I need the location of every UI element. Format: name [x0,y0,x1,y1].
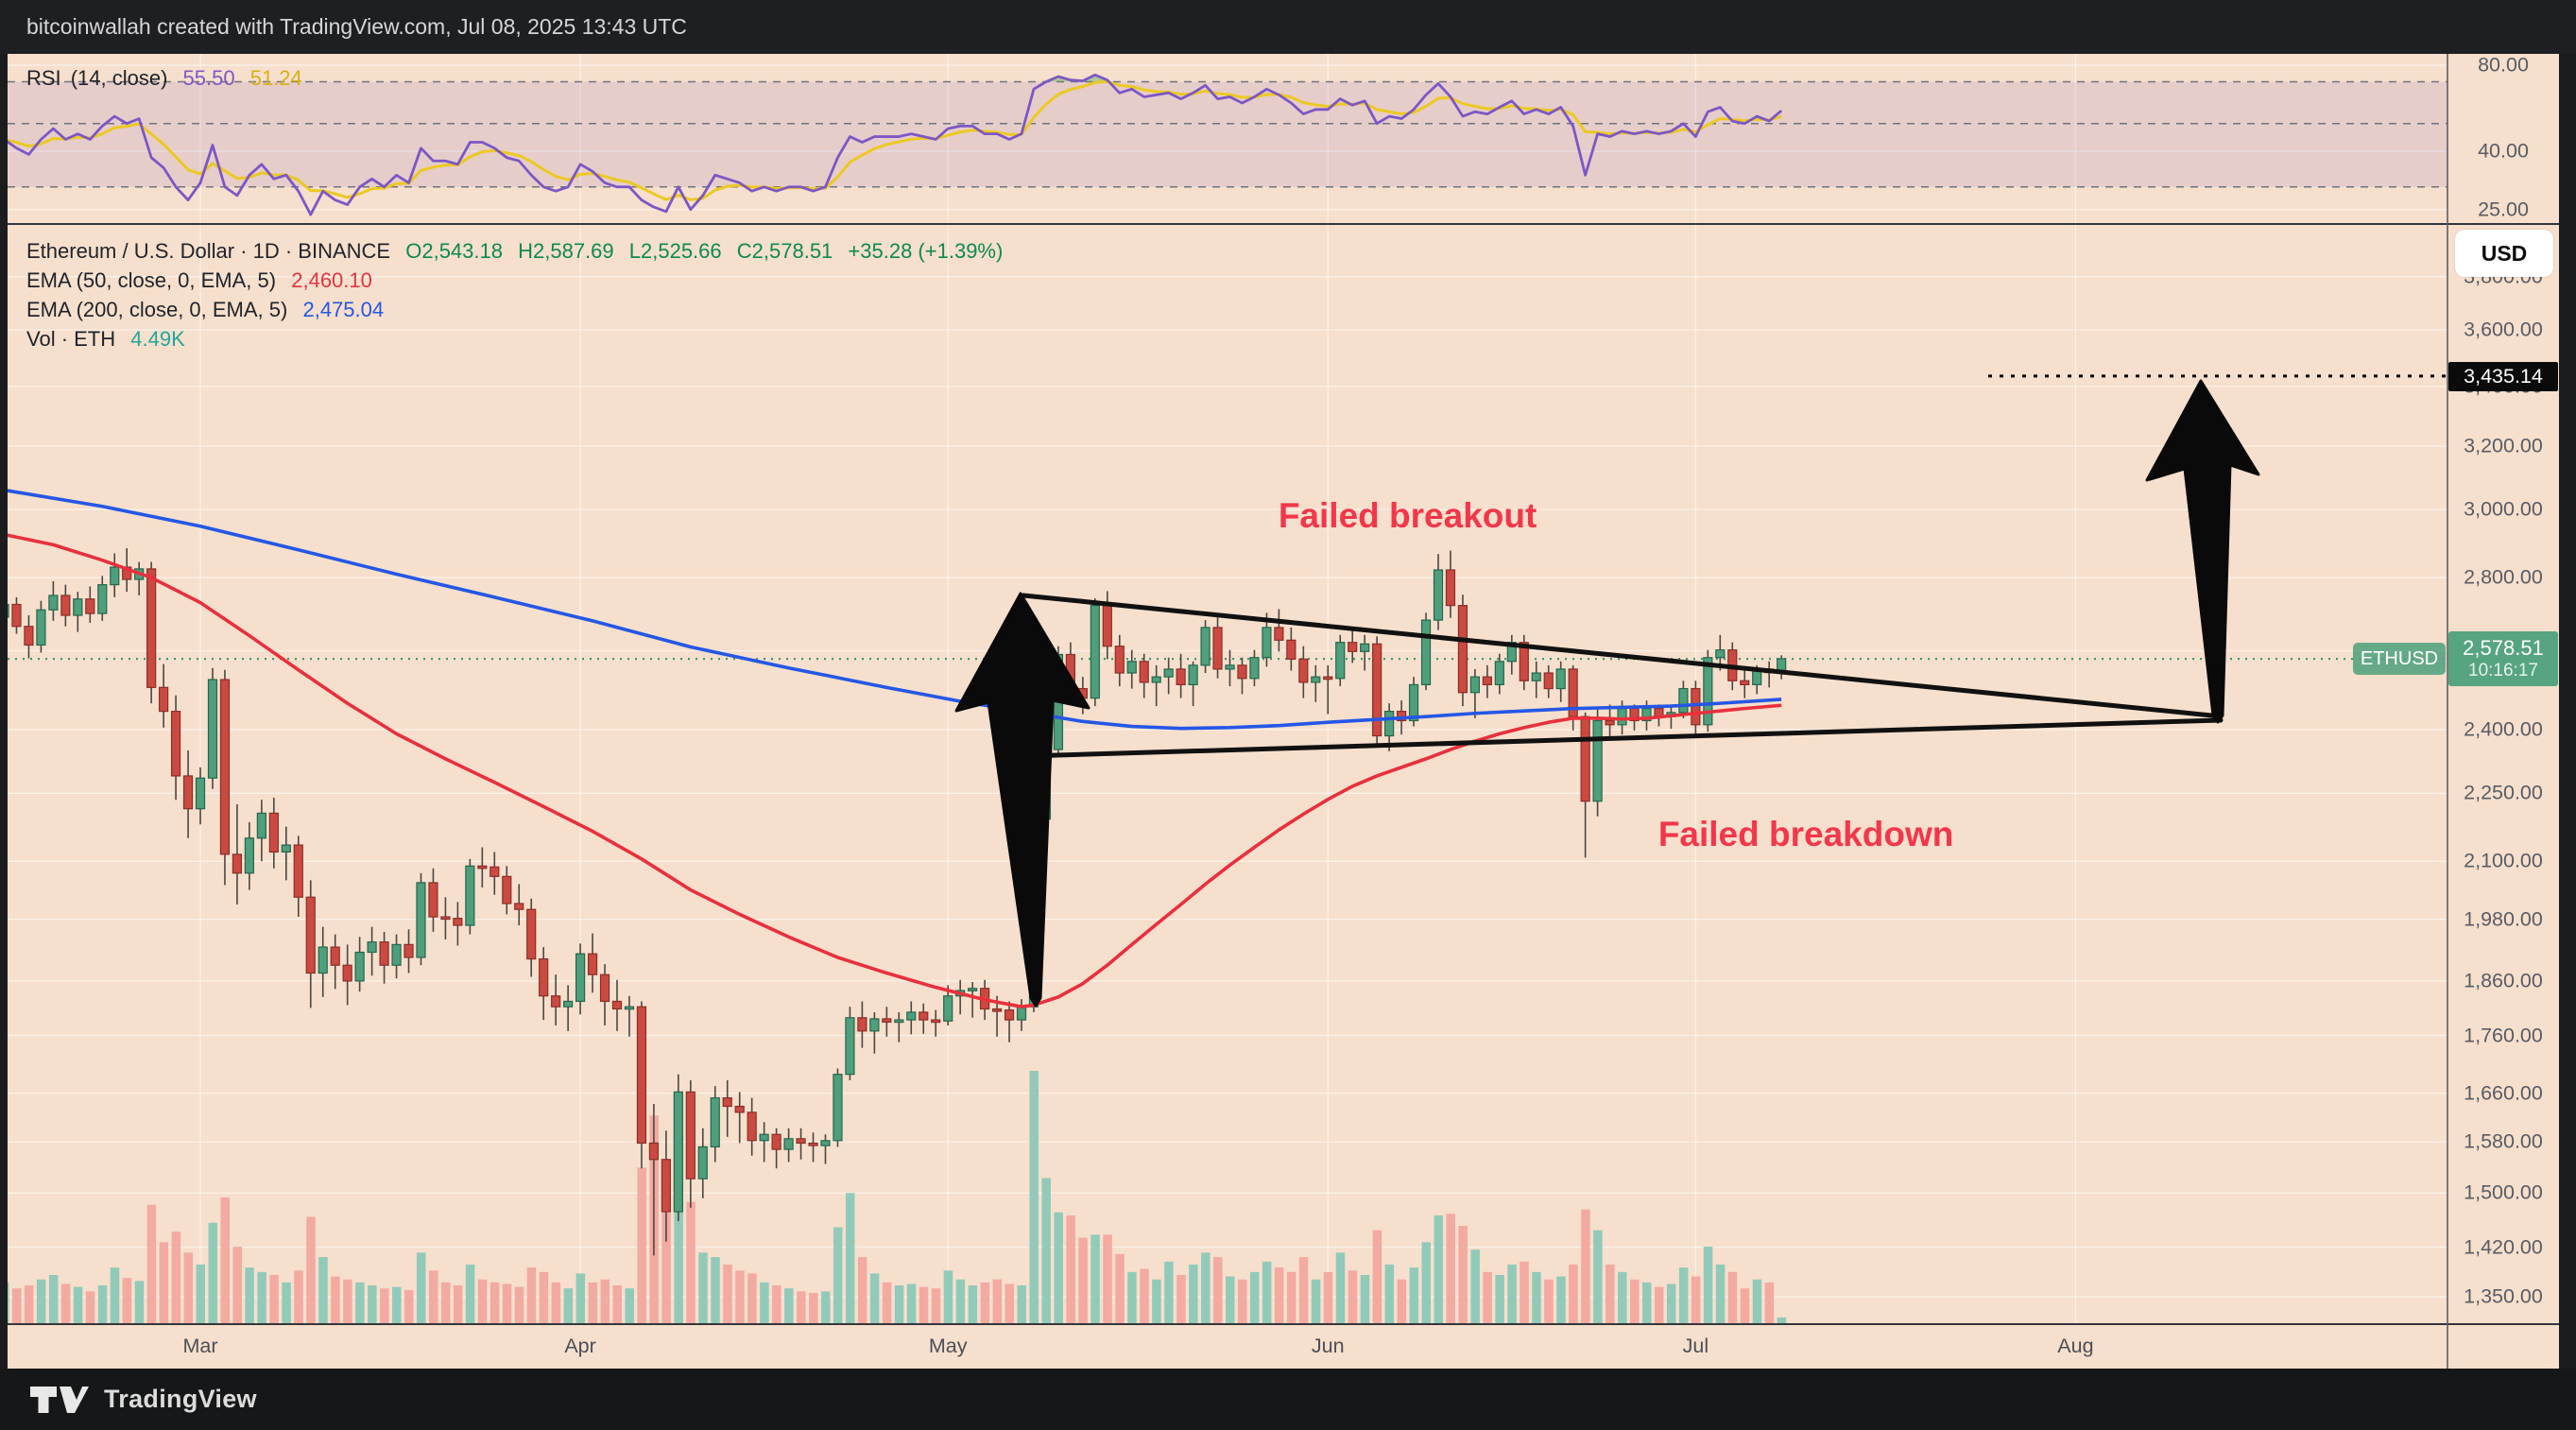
ema50-value: 2,460.10 [291,268,372,292]
price-tick-label: 1,500.00 [2464,1180,2543,1204]
month-label-aug: Aug [2057,1335,2094,1357]
watermark-title: bitcoinwallah created with TradingView.c… [0,0,2576,54]
symbol-legend-row: Ethereum / U.S. Dollar · 1D · BINANCE O2… [26,239,1012,264]
rsi-value: 55.50 [182,66,235,90]
footer-bar: TradingView [0,1369,2576,1430]
ema200-value: 2,475.04 [302,298,385,321]
ohlc-low: L2,525.66 [628,239,722,263]
rsi-tick-label: 25.00 [2478,198,2529,221]
currency-toggle-button[interactable]: USD [2455,230,2553,277]
failed-breakout-annotation: Failed breakout [1278,496,1537,536]
rsi-tick-label: 80.00 [2478,53,2529,77]
symbol-title: Ethereum / U.S. Dollar · 1D · BINANCE [26,239,391,263]
projection-arrow-right [2145,379,2260,724]
rsi-label: RSI [26,66,61,90]
target-price-badge: 3,435.14 [2448,362,2558,391]
volume-label: Vol · ETH [26,327,116,351]
ohlc-high: H2,587.69 [518,239,614,263]
price-tick-label: 1,980.00 [2464,907,2543,931]
breakout-arrow-left [954,592,1091,1008]
last-price-badge: 2,578.51 10:16:17 [2448,631,2558,686]
symbol-price-label: ETHUSD [2353,643,2446,675]
ema50-legend-row: EMA (50, close, 0, EMA, 5) 2,460.10 [26,268,382,293]
rsi-tick-label: 40.00 [2478,139,2529,163]
tradingview-brand-text[interactable]: TradingView [104,1385,257,1413]
month-label-may: May [928,1335,968,1357]
rsi-params: (14, close) [70,66,168,90]
price-tick-label: 1,660.00 [2464,1081,2543,1105]
ohlc-open: O2,543.18 [405,239,503,263]
bar-countdown: 10:16:17 [2468,660,2538,681]
month-label-jun: Jun [1311,1335,1345,1357]
price-tick-label: 3,000.00 [2464,497,2543,521]
month-label-jul: Jul [1682,1335,1709,1357]
month-label-mar: Mar [182,1335,218,1357]
ema50-label: EMA (50, close, 0, EMA, 5) [26,268,277,292]
volume-legend-row: Vol · ETH 4.49K [26,327,195,352]
price-tick-label: 1,350.00 [2464,1284,2543,1308]
price-tick-label: 2,250.00 [2464,781,2543,804]
left-border-strip [0,54,8,1369]
price-tick-label: 3,600.00 [2464,318,2543,341]
volume-value: 4.49K [130,327,185,351]
ema200-label: EMA (200, close, 0, EMA, 5) [26,298,288,321]
price-tick-label: 2,400.00 [2464,717,2543,741]
price-tick-label: 2,800.00 [2464,565,2543,589]
price-tick-label: 1,420.00 [2464,1235,2543,1258]
failed-breakdown-annotation: Failed breakdown [1657,815,1954,854]
price-tick-label: 1,860.00 [2464,969,2543,992]
tradingview-logo-icon[interactable] [28,1383,91,1417]
rsi-legend: RSI (14, close) 55.50 51.24 [26,66,312,91]
right-border-strip [2559,54,2576,1369]
rsi-signal-value: 51.24 [249,66,302,90]
month-label-apr: Apr [564,1335,596,1357]
ema200-legend-row: EMA (200, close, 0, EMA, 5) 2,475.04 [26,298,393,322]
price-tick-label: 1,580.00 [2464,1129,2543,1153]
price-tick-label: 3,200.00 [2464,434,2543,457]
last-price-value: 2,578.51 [2463,636,2544,661]
ohlc-close: C2,578.51 [736,239,833,263]
price-tick-label: 1,760.00 [2464,1024,2543,1047]
price-tick-label: 2,100.00 [2464,849,2543,872]
ohlc-change: +35.28 (+1.39%) [848,239,1004,263]
